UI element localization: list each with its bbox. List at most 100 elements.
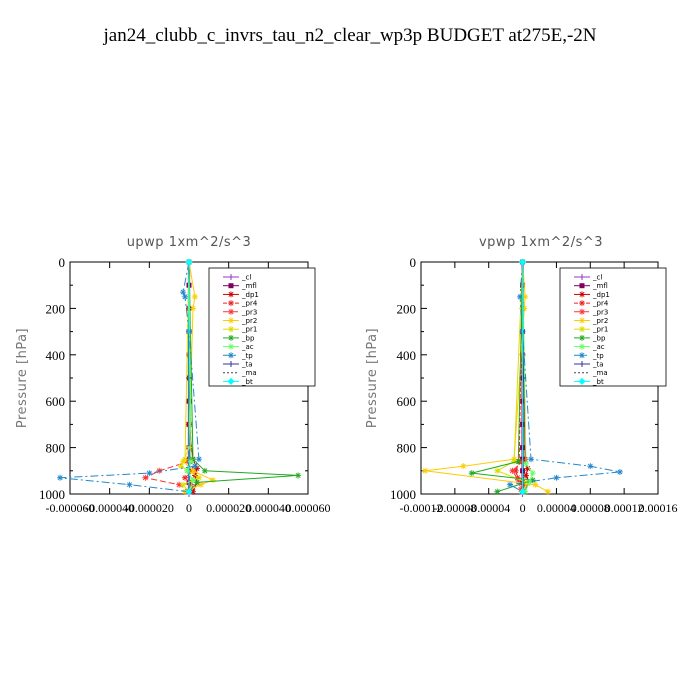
vpwp-point-dp1 [522, 456, 529, 463]
upwp-x-tick-label: -0.000060 [46, 501, 95, 515]
vpwp-legend-marker [579, 334, 585, 341]
upwp-series-bt [185, 258, 193, 496]
vpwp-y-axis-label: Pressure [hPa] [365, 328, 380, 428]
vpwp-x-tick-label: 0.00008 [571, 501, 610, 515]
vpwp-point-bp [468, 470, 475, 477]
upwp-point-bp [295, 472, 302, 479]
vpwp-point-pr4 [512, 467, 519, 474]
vpwp-point-bt [519, 488, 527, 496]
upwp-legend: _cl_mfl_dp1_pr4_pr3_pr2_pr1_bp_ac_tp_ta_… [208, 267, 316, 387]
upwp-point-bt [185, 258, 193, 266]
vpwp-point-pr2 [521, 305, 528, 312]
upwp-legend-label: _ta [241, 361, 253, 369]
vpwp-legend-box [559, 267, 667, 387]
upwp-legend-marker [228, 343, 234, 350]
upwp-panel: upwp 1xm^2/s^3 Pressure [hPa] 0 200 400 600… [15, 235, 331, 515]
upwp-legend-marker [228, 361, 234, 367]
upwp-legend-label: _pr1 [241, 326, 257, 334]
upwp-legend-marker [228, 300, 234, 307]
vpwp-legend-marker [579, 326, 585, 333]
vpwp-legend-label: _pr3 [592, 308, 608, 316]
upwp-y-axis-label: Pressure [hPa] [15, 328, 30, 428]
upwp-y-tick-label: 1000 [39, 487, 65, 502]
upwp-y-tick-label: 600 [46, 394, 66, 409]
vpwp-point-pr2 [544, 488, 551, 495]
upwp-legend-label: _ma [241, 369, 257, 377]
vpwp-point-ac [529, 470, 536, 477]
upwp-series-tp [57, 259, 202, 495]
upwp-point-pr1 [195, 474, 202, 481]
upwp-legend-label: _pr3 [241, 308, 257, 316]
upwp-point-pr3 [142, 474, 149, 481]
vpwp-legend-label: _mfl [592, 282, 608, 290]
upwp-panel-title: upwp 1xm^2/s^3 [127, 235, 252, 250]
vpwp-x-tick-label: -0.00012 [400, 501, 443, 515]
vpwp-legend-label: _cl [592, 274, 602, 282]
vpwp-legend-label: _ma [592, 369, 608, 377]
upwp-point-pr2 [189, 467, 196, 474]
vpwp-legend-label: _dp1 [592, 291, 610, 299]
vpwp-legend-label: _ac [592, 343, 605, 351]
upwp-legend-marker [228, 291, 234, 298]
upwp-legend-label: _mfl [241, 282, 257, 290]
vpwp-point-pr3 [515, 477, 522, 484]
upwp-y-tick-label: 800 [46, 441, 66, 456]
upwp-legend-label: _bp [241, 334, 255, 342]
upwp-point-tp [146, 470, 153, 477]
upwp-point-pr1 [182, 456, 189, 463]
vpwp-legend-marker [579, 291, 585, 298]
upwp-x-tick-label: -0.000020 [125, 501, 174, 515]
upwp-point-tp [182, 293, 189, 300]
figure-title: jan24_clubb_c_invrs_tau_n2_clear_wp3p BU… [102, 25, 596, 46]
vpwp-legend-label: _pr2 [592, 317, 608, 325]
upwp-point-ac [184, 467, 191, 474]
vpwp-x-tick-label: 0.00004 [537, 501, 576, 515]
upwp-x-tick-label: -0.000040 [85, 501, 134, 515]
upwp-x-tick-label: 0.000020 [206, 501, 251, 515]
upwp-point-tp [180, 289, 187, 296]
vpwp-point-pr4 [514, 474, 521, 481]
vpwp-point-pr2 [422, 467, 429, 474]
vpwp-x-tick-label: 0.00012 [605, 501, 644, 515]
upwp-legend-label: _tp [241, 352, 253, 360]
upwp-point-pr3 [156, 467, 163, 474]
vpwp-legend-marker [579, 274, 585, 280]
vpwp-point-bt [519, 258, 527, 266]
vpwp-legend-marker [579, 343, 585, 350]
vpwp-panel: vpwp 1xm^2/s^3 Pressure [hPa] 0 200 400 600… [365, 235, 678, 515]
vpwp-point-tp [506, 481, 513, 488]
vpwp-point-ac [526, 479, 533, 486]
vpwp-legend-label: _bt [592, 378, 604, 386]
vpwp-y-tick-label: 600 [397, 394, 417, 409]
upwp-x-tick-label: 0 [186, 501, 192, 515]
vpwp-y-tick-label: 0 [410, 255, 417, 270]
vpwp-y-tick-label: 400 [397, 348, 417, 363]
vpwp-series-bt [519, 258, 527, 496]
vpwp-y-tick-label: 1000 [390, 487, 416, 502]
upwp-legend-marker [228, 274, 234, 280]
vpwp-point-tp [517, 293, 524, 300]
vpwp-legend-marker [578, 377, 586, 385]
vpwp-x-tick-label: -0.00004 [467, 501, 510, 515]
upwp-legend-label: _pr2 [241, 317, 257, 325]
vpwp-point-tp [528, 456, 535, 463]
upwp-legend-label: _bt [241, 378, 253, 386]
vpwp-legend-marker [579, 361, 585, 367]
upwp-point-pr2 [209, 477, 216, 484]
upwp-point-tp [57, 474, 64, 481]
upwp-point-pr3 [176, 481, 183, 488]
vpwp-legend-label: _pr1 [592, 326, 608, 334]
vpwp-y-tick-label: 800 [397, 441, 417, 456]
vpwp-point-pr2 [532, 481, 539, 488]
upwp-legend-marker [228, 308, 234, 315]
vpwp-point-bp [494, 488, 501, 495]
vpwp-x-tick-label: 0.00016 [639, 501, 678, 515]
upwp-point-tp [195, 456, 202, 463]
vpwp-point-tp [553, 474, 560, 481]
upwp-x-tick-label: 0.000040 [246, 501, 291, 515]
upwp-x-tick-label: 0.000060 [286, 501, 331, 515]
upwp-legend-box [208, 267, 316, 387]
upwp-legend-label: _pr4 [241, 300, 258, 308]
vpwp-point-dp1 [524, 465, 531, 472]
